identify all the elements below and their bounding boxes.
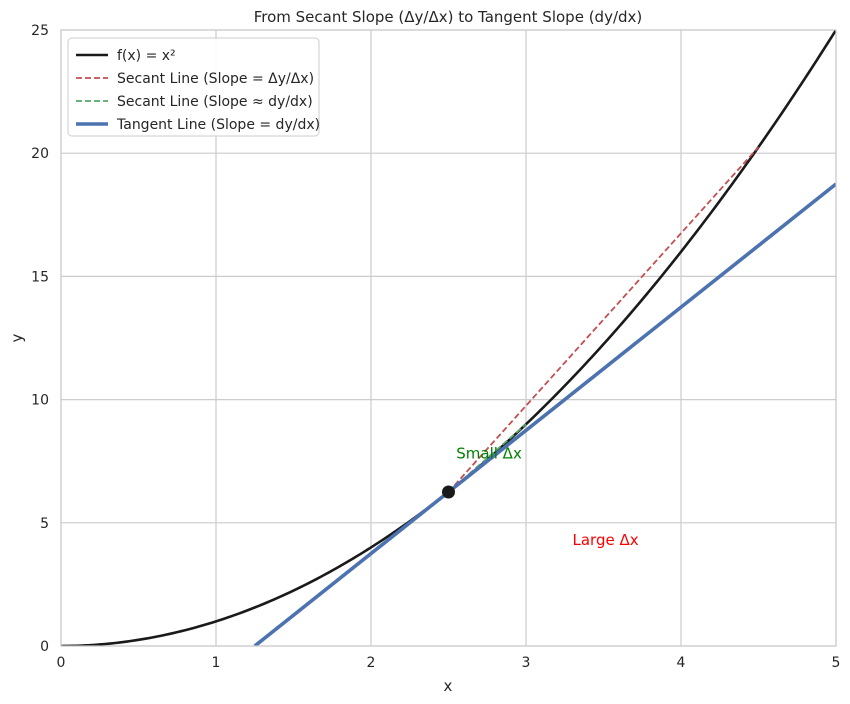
x-tick-label: 3 bbox=[522, 655, 531, 671]
x-tick-label: 4 bbox=[677, 655, 686, 671]
x-axis-label: x bbox=[444, 677, 453, 695]
annotation-small-dx: Small Δx bbox=[456, 445, 522, 463]
legend-label: Secant Line (Slope = Δy/Δx) bbox=[117, 71, 314, 87]
x-tick-label: 0 bbox=[57, 655, 66, 671]
y-tick-label: 10 bbox=[31, 393, 49, 409]
series-secant-small bbox=[447, 423, 527, 493]
x-tick-label: 5 bbox=[832, 655, 841, 671]
legend: f(x) = x² Secant Line (Slope = Δy/Δx) Seca… bbox=[67, 37, 320, 137]
legend-box bbox=[67, 37, 320, 137]
y-tick-label: 5 bbox=[40, 516, 49, 532]
annotation-large-dx: Large Δx bbox=[573, 531, 639, 549]
tangent-point bbox=[442, 485, 455, 499]
y-tick-label: 0 bbox=[40, 639, 49, 655]
plot-area bbox=[61, 30, 836, 646]
series-secant-large bbox=[447, 146, 760, 493]
series-tangent-line bbox=[253, 182, 836, 646]
x-tick-label: 1 bbox=[212, 655, 221, 671]
y-tick-label: 15 bbox=[31, 269, 49, 285]
x-tick-label: 2 bbox=[367, 655, 376, 671]
annotations: Small Δx Large Δx bbox=[456, 445, 638, 549]
legend-label: f(x) = x² bbox=[117, 48, 176, 64]
y-tick-label: 25 bbox=[31, 23, 49, 39]
chart-title: From Secant Slope (Δy/Δx) to Tangent Slo… bbox=[254, 8, 643, 26]
legend-label: Tangent Line (Slope = dy/dx) bbox=[116, 117, 320, 133]
y-axis-label: y bbox=[8, 333, 26, 342]
legend-label: Secant Line (Slope ≈ dy/dx) bbox=[117, 94, 313, 110]
axis-ticks: 0 1 2 3 4 5 0 5 10 15 20 25 bbox=[31, 23, 840, 671]
plot-frame bbox=[60, 29, 837, 647]
y-tick-label: 20 bbox=[31, 146, 49, 162]
